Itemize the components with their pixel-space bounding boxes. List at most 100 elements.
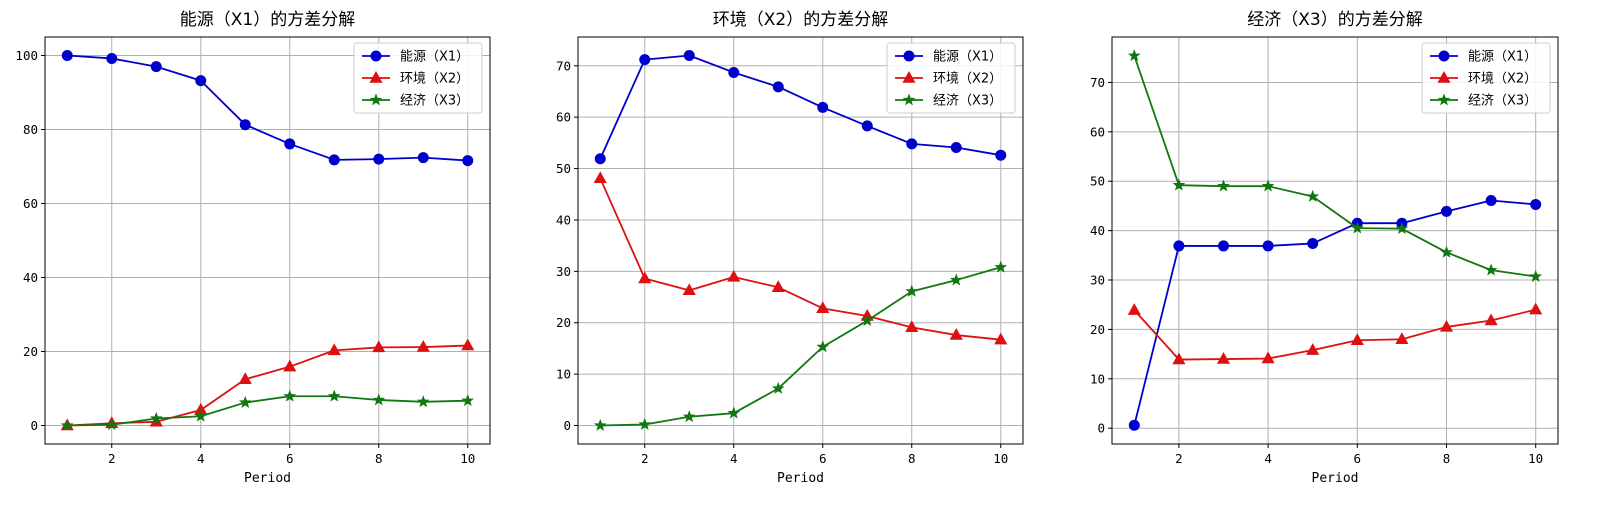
legend-entry: 环境（X2） <box>1430 70 1537 87</box>
data-point <box>1350 333 1364 345</box>
x-tick-label: 10 <box>460 451 475 466</box>
y-tick-label: 20 <box>556 315 571 330</box>
x-tick-label: 10 <box>993 451 1008 466</box>
star-marker <box>1437 93 1451 106</box>
data-point <box>61 50 73 61</box>
series-2 <box>593 171 1008 345</box>
data-point <box>1484 263 1498 276</box>
data-point <box>1485 194 1497 206</box>
legend-entry: 能源（X1） <box>362 50 469 65</box>
y-tick-label: 70 <box>1090 75 1105 90</box>
data-point <box>373 153 385 165</box>
data-point <box>905 320 919 333</box>
star-marker <box>369 93 383 106</box>
data-point <box>994 332 1008 345</box>
y-tick-label: 60 <box>556 110 571 125</box>
data-point <box>949 328 963 340</box>
legend: 能源（X1） 环境（X2） 经济（X3） <box>353 42 483 114</box>
y-tick-label: 40 <box>556 212 571 227</box>
x-tick-label: 4 <box>730 451 738 466</box>
data-point <box>1216 352 1231 364</box>
data-point <box>461 338 475 351</box>
x-axis-label: Period <box>244 471 291 486</box>
x-tick-label: 4 <box>1264 451 1272 466</box>
y-tick-label: 60 <box>1090 124 1105 139</box>
legend-label: 经济（X3） <box>1468 94 1537 109</box>
series-line <box>1133 55 1536 278</box>
data-point <box>682 410 696 423</box>
data-point <box>905 284 919 297</box>
data-point <box>105 418 119 431</box>
data-point <box>816 301 830 314</box>
legend-label: 经济（X3） <box>400 94 469 109</box>
triangle-marker <box>1437 70 1451 83</box>
data-point <box>1262 240 1274 252</box>
data-point <box>683 50 695 61</box>
data-point <box>682 283 696 296</box>
data-point <box>1395 332 1409 344</box>
y-tick-label: 0 <box>30 418 38 433</box>
data-point <box>638 417 652 430</box>
legend-entry: 能源（X1） <box>1430 50 1537 65</box>
data-point <box>772 81 784 93</box>
legend-entry: 经济（X3） <box>362 93 469 109</box>
y-tick-label: 10 <box>1090 371 1105 386</box>
y-tick-label: 0 <box>1097 421 1105 436</box>
legend: 能源（X1） 环境（X2） 经济（X3） <box>1421 42 1551 114</box>
y-tick-label: 80 <box>23 122 38 137</box>
triangle-marker <box>369 70 383 83</box>
y-tick-label: 10 <box>556 367 571 382</box>
data-point <box>639 54 651 66</box>
data-point <box>771 381 785 394</box>
x-tick-label: 6 <box>286 451 294 466</box>
legend-entry: 经济（X3） <box>1430 93 1537 109</box>
x-axis-label: Period <box>1312 471 1359 486</box>
data-point <box>106 52 118 64</box>
data-point <box>372 393 386 406</box>
data-point <box>593 171 607 184</box>
y-tick-label: 40 <box>1090 223 1105 238</box>
data-point <box>1127 303 1141 315</box>
legend-entry: 环境（X2） <box>895 70 1002 87</box>
data-point <box>1441 205 1452 217</box>
data-point <box>994 260 1008 273</box>
y-tick-label: 50 <box>556 161 571 176</box>
x-tick-label: 2 <box>641 451 649 466</box>
data-point <box>727 406 741 419</box>
x-tick-label: 6 <box>1354 451 1362 466</box>
legend-label: 能源（X1） <box>400 50 469 65</box>
data-point <box>771 280 785 292</box>
data-point <box>728 66 740 78</box>
data-point <box>1307 237 1319 249</box>
data-point <box>1172 352 1186 365</box>
y-tick-label: 0 <box>563 418 571 433</box>
data-point <box>416 395 430 408</box>
data-point <box>1529 269 1543 282</box>
chart-title: 经济（X3）的方差分解 <box>1247 10 1422 30</box>
series-line <box>599 177 1001 341</box>
y-tick-label: 30 <box>556 264 571 279</box>
legend-box <box>1421 42 1551 114</box>
data-point <box>1484 313 1498 326</box>
data-point <box>816 340 830 353</box>
data-point <box>462 155 474 167</box>
data-point <box>638 271 652 284</box>
data-point <box>328 154 340 166</box>
legend: 能源（X1） 环境（X2） 经济（X3） <box>886 42 1016 114</box>
x-axis-label: Period <box>777 471 824 486</box>
series-3 <box>1127 49 1543 282</box>
series-1 <box>594 50 1007 165</box>
legend-entry: 能源（X1） <box>895 50 1002 65</box>
data-point <box>195 75 207 87</box>
data-point <box>1261 351 1275 364</box>
data-point <box>1529 302 1543 315</box>
data-point <box>238 395 252 408</box>
data-point <box>1127 49 1141 62</box>
data-point <box>950 141 962 153</box>
series-line <box>67 395 468 427</box>
star-marker <box>902 93 916 106</box>
data-point <box>860 314 874 327</box>
x-tick-label: 4 <box>197 451 205 466</box>
data-point <box>594 153 606 165</box>
